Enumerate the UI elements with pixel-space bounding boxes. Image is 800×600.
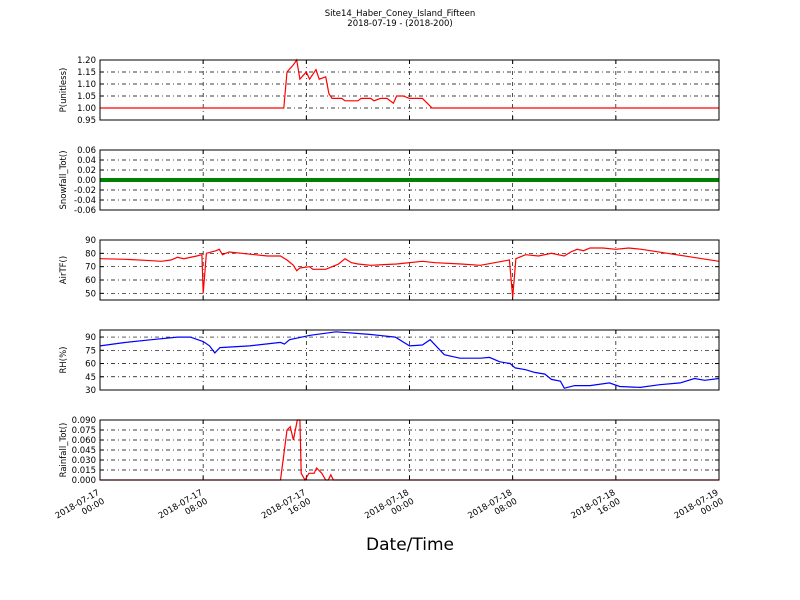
y-tick-label: 60 [85, 276, 96, 286]
y-tick-label: 0.06 [77, 146, 96, 156]
y-tick-label: -0.06 [74, 206, 96, 216]
x-tick-label: 2018-07-1708:00 [157, 488, 210, 530]
y-tick-label: 30 [85, 386, 96, 396]
plot-frame [99, 239, 720, 301]
y-tick-label: 60 [85, 360, 96, 370]
plot-frame [99, 59, 720, 121]
x-tick-label: 2018-07-1900:00 [673, 488, 726, 530]
x-tick-label: 2018-07-1808:00 [466, 488, 519, 530]
x-tick-label: 2018-07-1700:00 [54, 488, 107, 530]
y-tick-label: 0.090 [72, 416, 96, 426]
data-line [100, 419, 719, 482]
y-axis-label: Snowfall_Tot() [59, 150, 69, 209]
y-tick-label: 0.95 [77, 116, 96, 126]
y-tick-label: 80 [85, 249, 96, 259]
y-tick-label: 1.20 [77, 56, 96, 66]
chart-subtitle: 2018-07-19 - (2018-200) [347, 19, 452, 29]
y-tick-label: 0.00 [77, 176, 96, 186]
x-axis-label: Date/Time [366, 535, 454, 555]
y-tick-label: 0.030 [72, 456, 96, 466]
y-tick-label: 0.04 [77, 156, 96, 166]
x-tick-label: 2018-07-1816:00 [570, 488, 623, 530]
y-tick-label: 75 [85, 346, 96, 356]
y-tick-label: -0.02 [74, 186, 96, 196]
y-axis-label: RH(%) [59, 346, 69, 373]
y-tick-label: 1.00 [77, 104, 96, 114]
y-axis-label: AirTF() [59, 256, 69, 284]
y-tick-label: -0.04 [74, 196, 96, 206]
y-tick-label: 0.000 [72, 476, 96, 486]
x-tick-label: 2018-07-1800:00 [363, 488, 416, 530]
y-tick-label: 0.075 [72, 426, 96, 436]
y-tick-label: 0.02 [77, 166, 96, 176]
y-axis-label: P(unitless) [59, 68, 69, 113]
x-tick-label: 2018-07-1716:00 [260, 488, 313, 530]
plot-frame [99, 149, 720, 211]
y-tick-label: 0.015 [72, 466, 96, 476]
y-tick-label: 0.045 [72, 446, 96, 456]
y-tick-label: 1.05 [77, 92, 96, 102]
chart-title: Site14_Haber_Coney_Island_Fifteen [325, 9, 476, 19]
y-axis-label: Rainfall_Tot() [59, 423, 69, 478]
data-line [100, 58, 719, 109]
y-tick-label: 50 [85, 289, 96, 299]
plot-frame [99, 329, 720, 391]
data-line [99, 247, 720, 298]
y-tick-label: 45 [85, 373, 96, 383]
y-tick-label: 0.060 [72, 436, 96, 446]
y-tick-label: 90 [85, 333, 96, 343]
plot-frame [99, 419, 720, 481]
y-tick-label: 1.10 [77, 80, 96, 90]
y-tick-label: 70 [85, 263, 96, 273]
y-tick-label: 90 [85, 236, 96, 246]
y-tick-label: 1.15 [77, 68, 96, 78]
data-line [99, 331, 720, 389]
